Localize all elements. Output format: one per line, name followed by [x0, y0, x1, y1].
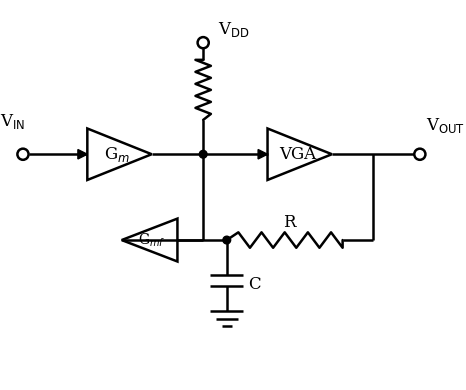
Circle shape: [199, 151, 207, 158]
Text: G$_{mf}$: G$_{mf}$: [138, 231, 165, 249]
Text: C: C: [248, 276, 261, 293]
Text: V$_{\mathrm{DD}}$: V$_{\mathrm{DD}}$: [218, 20, 250, 39]
Text: V$_{\mathrm{IN}}$: V$_{\mathrm{IN}}$: [0, 112, 25, 131]
Text: G$_m$: G$_m$: [104, 145, 130, 164]
Polygon shape: [258, 149, 267, 159]
Circle shape: [223, 236, 231, 244]
Text: R: R: [283, 214, 295, 230]
Text: VGA: VGA: [279, 146, 316, 163]
Polygon shape: [78, 149, 87, 159]
Text: V$_{\mathrm{OUT}}$: V$_{\mathrm{OUT}}$: [426, 116, 465, 135]
